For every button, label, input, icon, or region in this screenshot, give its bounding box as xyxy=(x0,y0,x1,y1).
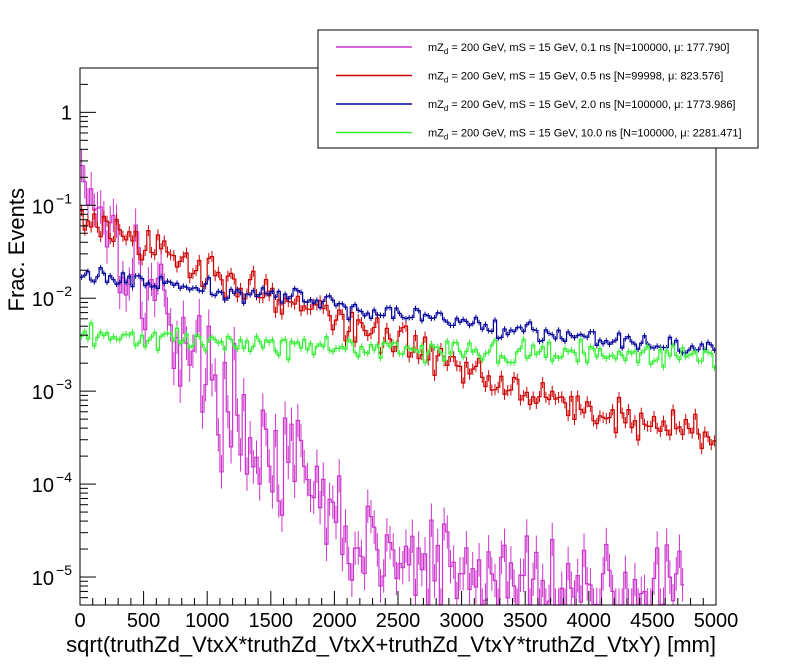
y-tick-label: −110 xyxy=(32,190,72,218)
x-tick-label: 2500 xyxy=(376,610,421,632)
y-tick-mantissa: 10 xyxy=(32,475,54,497)
series-4 xyxy=(80,319,716,372)
x-tick-label: 3500 xyxy=(503,610,548,632)
series-line xyxy=(80,165,685,606)
y-tick-exponent: −2 xyxy=(56,283,72,299)
series-line xyxy=(80,322,716,369)
legend-label: mZd = 200 GeV, mS = 15 GeV, 0.5 ns [N=99… xyxy=(428,71,723,85)
y-tick-label: −510 xyxy=(32,562,72,590)
y-tick-exponent: −3 xyxy=(56,376,72,392)
y-tick-mantissa: 10 xyxy=(32,289,54,311)
x-tick-label: 2000 xyxy=(312,610,357,632)
legend-label-rest: = 200 GeV, mS = 15 GeV, 2.0 ns [N=100000… xyxy=(448,99,735,111)
y-tick-label: 1 xyxy=(61,102,72,124)
x-tick-label: 4000 xyxy=(567,610,612,632)
legend-label-subscript: d xyxy=(444,133,448,142)
series-line xyxy=(80,210,716,450)
y-tick-mantissa: 10 xyxy=(32,568,54,590)
legend-label-prefix: mZ xyxy=(428,128,444,140)
legend-label: mZd = 200 GeV, mS = 15 GeV, 0.1 ns [N=10… xyxy=(428,42,729,56)
legend-entry: mZd = 200 GeV, mS = 15 GeV, 0.1 ns [N=10… xyxy=(336,42,729,56)
legend-entry: mZd = 200 GeV, mS = 15 GeV, 0.5 ns [N=99… xyxy=(336,71,723,85)
series-line xyxy=(80,267,716,354)
x-tick-label: 4500 xyxy=(630,610,675,632)
labels-layer: 0 500 1000 1500 2000 2500 3000 3500 4000 4500 5000… xyxy=(32,102,739,632)
legend-label-subscript: d xyxy=(444,104,448,113)
legend-label: mZd = 200 GeV, mS = 15 GeV, 10.0 ns [N=1… xyxy=(428,128,742,142)
legend-label-prefix: mZ xyxy=(428,99,444,111)
y-tick-label: −310 xyxy=(32,376,72,404)
y-tick-exponent: −5 xyxy=(56,562,72,578)
legend-label-rest: = 200 GeV, mS = 15 GeV, 0.1 ns [N=100000… xyxy=(448,42,729,54)
y-axis-title: Frac. Events xyxy=(4,188,29,311)
legend-label-prefix: mZ xyxy=(428,42,444,54)
y-tick-label: −410 xyxy=(32,469,72,497)
y-tick-label: −210 xyxy=(32,283,72,311)
legend-label: mZd = 200 GeV, mS = 15 GeV, 2.0 ns [N=10… xyxy=(428,99,736,113)
y-tick-exponent: −4 xyxy=(56,469,72,485)
y-tick-exponent: −1 xyxy=(56,190,72,206)
y-tick-mantissa: 10 xyxy=(32,382,54,404)
x-tick-label: 5000 xyxy=(694,610,739,632)
legend-label-rest: = 200 GeV, mS = 15 GeV, 0.5 ns [N=99998,… xyxy=(448,71,723,83)
legend-label-subscript: d xyxy=(444,47,448,56)
legend-label-prefix: mZ xyxy=(428,71,444,83)
legend-label-subscript: d xyxy=(444,76,448,85)
x-tick-label: 3000 xyxy=(439,610,484,632)
x-tick-label: 0 xyxy=(74,610,85,632)
y-tick-mantissa: 10 xyxy=(32,196,54,218)
legend-label-rest: = 200 GeV, mS = 15 GeV, 10.0 ns [N=10000… xyxy=(448,128,741,140)
x-tick-label: 1000 xyxy=(185,610,230,632)
x-axis-title: sqrt(truthZd_VtxX*truthZd_VtxX+truthZd_V… xyxy=(66,632,716,657)
ticks-layer xyxy=(79,67,717,605)
y-tick-mantissa: 1 xyxy=(61,102,72,124)
series-1 xyxy=(80,148,685,606)
legend: mZd = 200 GeV, mS = 15 GeV, 0.1 ns [N=10… xyxy=(317,29,759,149)
legend-entry: mZd = 200 GeV, mS = 15 GeV, 10.0 ns [N=1… xyxy=(336,128,742,142)
legend-box xyxy=(317,29,759,149)
x-tick-label: 1500 xyxy=(249,610,294,632)
series-layer xyxy=(80,148,716,606)
series-3 xyxy=(80,264,716,356)
legend-entry: mZd = 200 GeV, mS = 15 GeV, 2.0 ns [N=10… xyxy=(336,99,736,113)
x-tick-label: 500 xyxy=(127,610,160,632)
